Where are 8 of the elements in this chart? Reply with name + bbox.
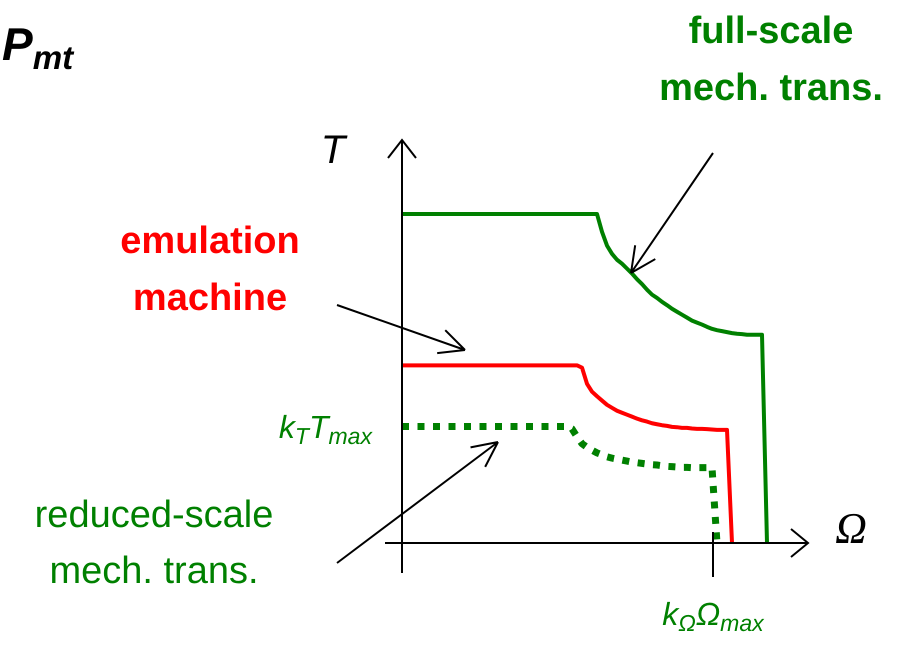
x-axis-title: Ω xyxy=(835,504,867,553)
text: k$_{T}$T$_{max}$ xyxy=(278,409,374,450)
y-axis-title: T xyxy=(320,128,348,172)
text: k$_{Ω}$Ω$_{max}$ xyxy=(662,596,766,636)
text: full-scale mech. trans. xyxy=(659,10,883,109)
text: P$_{mt}$ xyxy=(2,18,76,78)
text: reduced-scale mech. trans. xyxy=(34,494,274,592)
text: emulation machine xyxy=(120,220,300,319)
